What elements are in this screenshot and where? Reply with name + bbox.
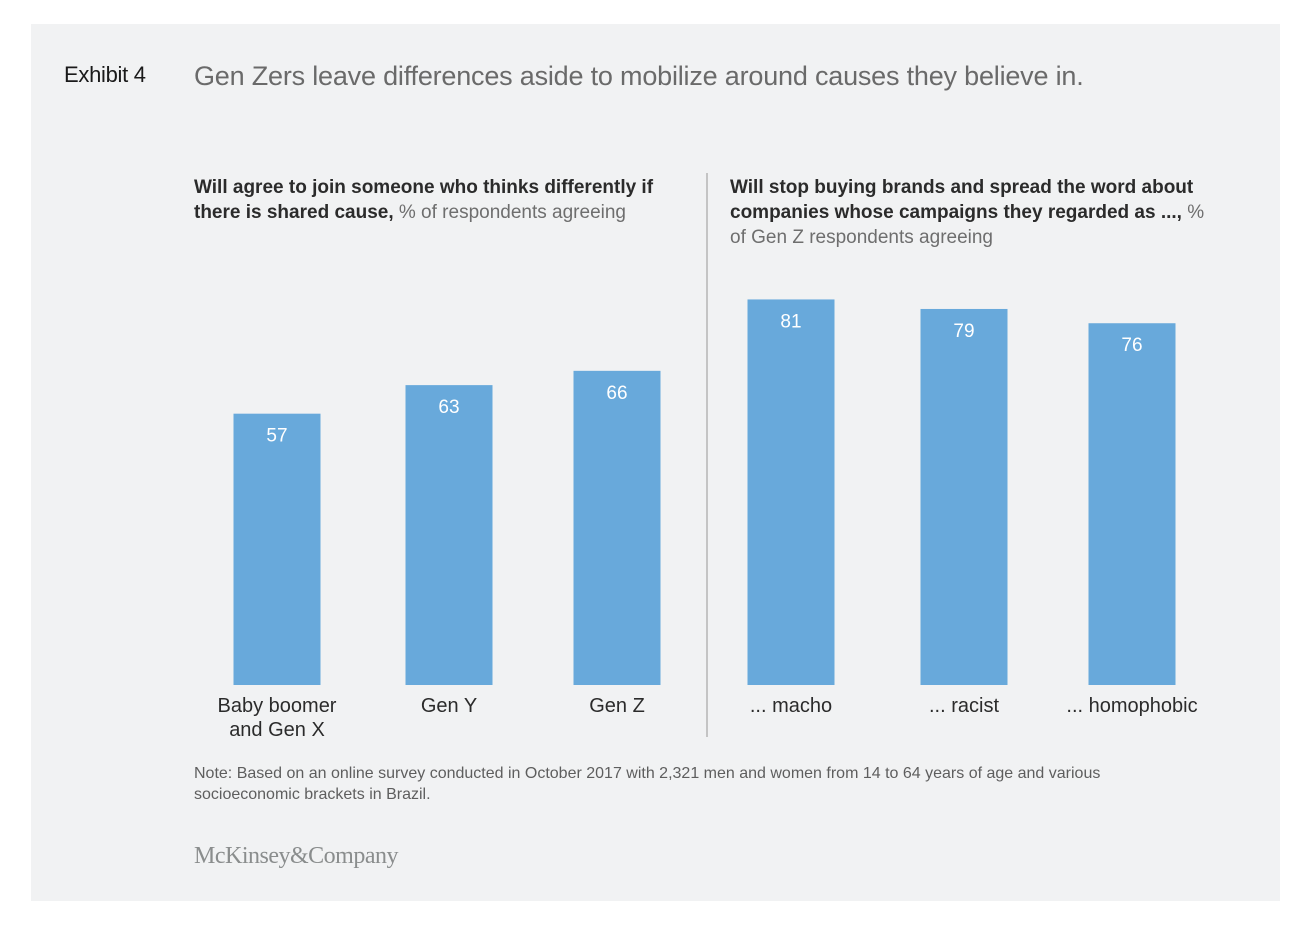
right-subtitle-unit: % of Gen Z respondents agreeing <box>730 202 1205 248</box>
bar-value-label: 76 <box>1121 335 1142 356</box>
bar-value-label: 81 <box>780 311 801 332</box>
category-label: Baby boomer <box>218 695 337 717</box>
bar <box>747 299 835 685</box>
mckinsey-logo: McKinsey&Company <box>194 843 398 869</box>
bar-value-label: 57 <box>266 426 287 447</box>
right-subtitle-bold: Will stop buying brands and spread the w… <box>730 177 1194 223</box>
category-label: Gen Z <box>589 695 645 717</box>
bar <box>233 413 321 685</box>
left-subtitle-unit: % of respondents agreeing <box>393 202 626 223</box>
right-bar-chart: 81 ... macho 79 ... racist 76 ... homophobic <box>747 299 1198 717</box>
bar <box>920 308 1008 685</box>
bar <box>1088 323 1176 685</box>
left-chart-subtitle: Will agree to join someone who thinks di… <box>194 175 664 225</box>
exhibit-label: Exhibit 4 <box>64 62 146 87</box>
left-subtitle-bold: Will agree to join someone who thinks di… <box>194 177 654 223</box>
exhibit-title: Gen Zers leave differences aside to mobi… <box>194 61 1084 91</box>
bar-value-label: 66 <box>606 383 627 404</box>
panel-divider <box>706 173 708 737</box>
bar-value-label: 79 <box>953 321 974 342</box>
category-label: Gen Y <box>421 695 477 717</box>
right-chart-subtitle: Will stop buying brands and spread the w… <box>730 175 1210 250</box>
bar <box>573 370 661 685</box>
category-label: ... racist <box>929 695 999 717</box>
category-label: and Gen X <box>229 719 325 741</box>
category-label: ... homophobic <box>1066 695 1197 717</box>
category-label: ... macho <box>750 695 832 717</box>
bar <box>405 385 493 685</box>
bar-value-label: 63 <box>438 397 459 418</box>
footnote: Note: Based on an online survey conducte… <box>194 765 1101 803</box>
